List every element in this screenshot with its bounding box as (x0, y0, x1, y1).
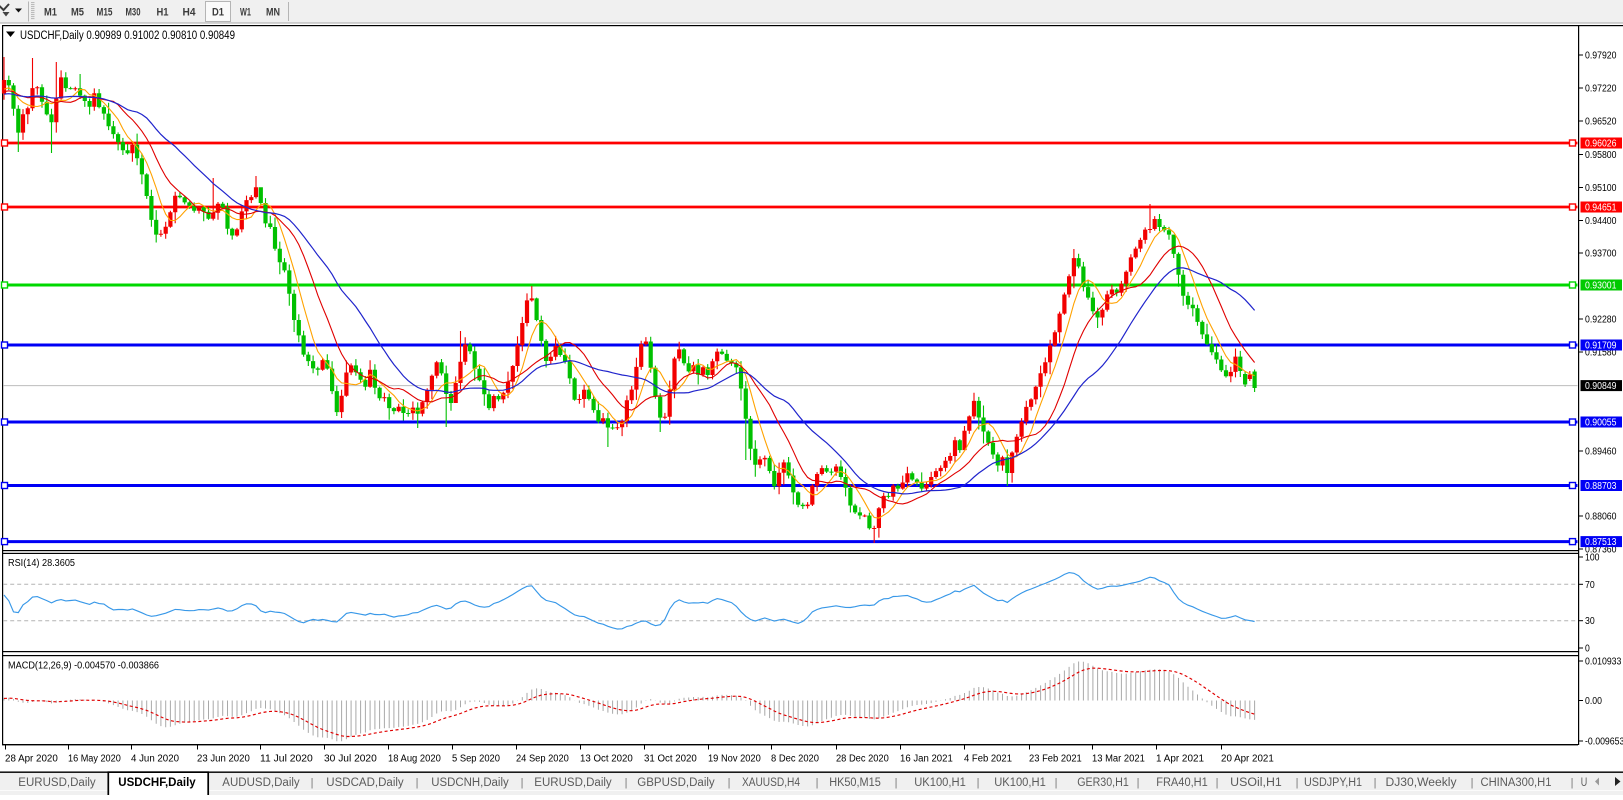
svg-text:1 Apr 2021: 1 Apr 2021 (1156, 754, 1204, 765)
svg-text:28 Dec 2020: 28 Dec 2020 (836, 754, 889, 765)
svg-text:USOil,H1: USOil,H1 (1230, 777, 1282, 789)
svg-text:M1: M1 (44, 7, 57, 19)
svg-text:|: | (816, 777, 819, 789)
svg-text:GER30,H1: GER30,H1 (1077, 777, 1129, 789)
svg-text:D1: D1 (212, 7, 224, 19)
svg-text:8 Dec 2020: 8 Dec 2020 (771, 754, 819, 765)
svg-text:|: | (416, 777, 419, 789)
svg-text:28 Apr 2020: 28 Apr 2020 (5, 754, 58, 765)
svg-text:UK100,H1: UK100,H1 (994, 777, 1046, 789)
svg-text:30: 30 (1585, 616, 1595, 627)
svg-text:USDCNH,Daily: USDCNH,Daily (431, 777, 509, 789)
svg-text:30 Jul 2020: 30 Jul 2020 (324, 754, 377, 765)
svg-text:USDJPY,H1: USDJPY,H1 (1304, 777, 1362, 789)
svg-text:0.88060: 0.88060 (1585, 512, 1617, 523)
svg-text:100: 100 (1585, 553, 1600, 564)
svg-text:0.96520: 0.96520 (1585, 117, 1617, 128)
svg-text:20 Apr 2021: 20 Apr 2021 (1221, 754, 1274, 765)
svg-text:|: | (1216, 777, 1219, 789)
svg-text:USDCHF,Daily: USDCHF,Daily (118, 777, 196, 789)
svg-text:|: | (1296, 777, 1299, 789)
svg-text:MN: MN (266, 7, 280, 19)
svg-text:0.94651: 0.94651 (1585, 203, 1617, 214)
svg-text:4 Jun 2020: 4 Jun 2020 (131, 754, 179, 765)
svg-text:|: | (728, 777, 731, 789)
svg-text:16 May 2020: 16 May 2020 (68, 754, 121, 765)
svg-text:5 Sep 2020: 5 Sep 2020 (452, 754, 500, 765)
svg-text:24 Sep 2020: 24 Sep 2020 (516, 754, 569, 765)
svg-text:31 Oct 2020: 31 Oct 2020 (644, 754, 697, 765)
svg-text:EURUSD,Daily: EURUSD,Daily (534, 777, 612, 789)
svg-text:0.93700: 0.93700 (1585, 249, 1617, 260)
svg-text:11 Jul 2020: 11 Jul 2020 (260, 754, 313, 765)
svg-text:GBPUSD,Daily: GBPUSD,Daily (637, 777, 715, 789)
svg-text:|: | (311, 777, 314, 789)
svg-text:CHINA300,H1: CHINA300,H1 (1481, 777, 1552, 789)
svg-text:0.97220: 0.97220 (1585, 84, 1617, 95)
svg-text:M5: M5 (71, 7, 84, 19)
svg-text:0.97920: 0.97920 (1585, 51, 1617, 62)
svg-text:-0.009653: -0.009653 (1585, 737, 1623, 748)
svg-text:0.95800: 0.95800 (1585, 150, 1617, 161)
svg-text:0.87513: 0.87513 (1585, 537, 1617, 548)
svg-text:16 Jan 2021: 16 Jan 2021 (900, 754, 953, 765)
svg-text:XAUUSD,H4: XAUUSD,H4 (742, 777, 801, 789)
svg-text:0.93001: 0.93001 (1585, 281, 1617, 292)
svg-text:0.96026: 0.96026 (1585, 139, 1617, 150)
svg-text:0.91580: 0.91580 (1585, 348, 1617, 359)
svg-text:0.94400: 0.94400 (1585, 216, 1617, 227)
svg-text:0.91709: 0.91709 (1585, 341, 1617, 352)
svg-text:|: | (625, 777, 628, 789)
svg-text:H4: H4 (183, 7, 197, 19)
svg-text:4 Feb 2021: 4 Feb 2021 (964, 754, 1012, 765)
svg-text:M30: M30 (126, 7, 141, 19)
svg-text:0.95100: 0.95100 (1585, 183, 1617, 194)
svg-text:|: | (521, 777, 524, 789)
svg-text:W1: W1 (240, 7, 251, 19)
svg-text:23 Jun 2020: 23 Jun 2020 (197, 754, 250, 765)
svg-text:0.92280: 0.92280 (1585, 315, 1617, 326)
svg-text:19 Nov 2020: 19 Nov 2020 (708, 754, 761, 765)
svg-text:|: | (1374, 777, 1377, 789)
svg-text:0.89460: 0.89460 (1585, 447, 1617, 458)
svg-text:18 Aug 2020: 18 Aug 2020 (388, 754, 441, 765)
svg-text:USDCHF,Daily 0.90989 0.91002: USDCHF,Daily 0.90989 0.91002 0.90810 0.9… (20, 30, 235, 42)
svg-text:0.87360: 0.87360 (1585, 545, 1617, 556)
svg-text:USDCAD,Daily: USDCAD,Daily (326, 777, 404, 789)
svg-text:13 Mar 2021: 13 Mar 2021 (1092, 754, 1145, 765)
svg-text:0.88703: 0.88703 (1585, 481, 1617, 492)
svg-text:HK50,M15: HK50,M15 (829, 777, 881, 789)
svg-text:|: | (977, 777, 980, 789)
svg-text:M15: M15 (97, 7, 113, 19)
svg-text:|: | (1137, 777, 1140, 789)
svg-text:UK100,H1: UK100,H1 (914, 777, 966, 789)
svg-text:|: | (1571, 777, 1574, 789)
svg-text:EURUSD,Daily: EURUSD,Daily (18, 777, 96, 789)
svg-text:|: | (1471, 777, 1474, 789)
svg-text:|: | (895, 777, 898, 789)
svg-text:23 Feb 2021: 23 Feb 2021 (1029, 754, 1082, 765)
svg-text:DJ30,Weekly: DJ30,Weekly (1386, 777, 1457, 789)
svg-text:U: U (1581, 777, 1588, 789)
svg-text:FRA40,H1: FRA40,H1 (1156, 777, 1208, 789)
svg-text:0.90055: 0.90055 (1585, 418, 1617, 429)
svg-text:0.010933: 0.010933 (1585, 657, 1622, 668)
svg-text:70: 70 (1585, 580, 1595, 591)
svg-text:13 Oct 2020: 13 Oct 2020 (580, 754, 633, 765)
svg-text:RSI(14) 28.3605: RSI(14) 28.3605 (8, 558, 75, 569)
svg-text:|: | (1055, 777, 1058, 789)
svg-text:0: 0 (1585, 644, 1590, 655)
svg-text:H1: H1 (157, 7, 169, 19)
svg-text:0.00: 0.00 (1585, 696, 1602, 707)
svg-text:AUDUSD,Daily: AUDUSD,Daily (222, 777, 300, 789)
svg-text:0.90849: 0.90849 (1585, 381, 1617, 392)
svg-text:MACD(12,26,9) -0.004570 -0.003: MACD(12,26,9) -0.004570 -0.003866 (8, 661, 159, 672)
